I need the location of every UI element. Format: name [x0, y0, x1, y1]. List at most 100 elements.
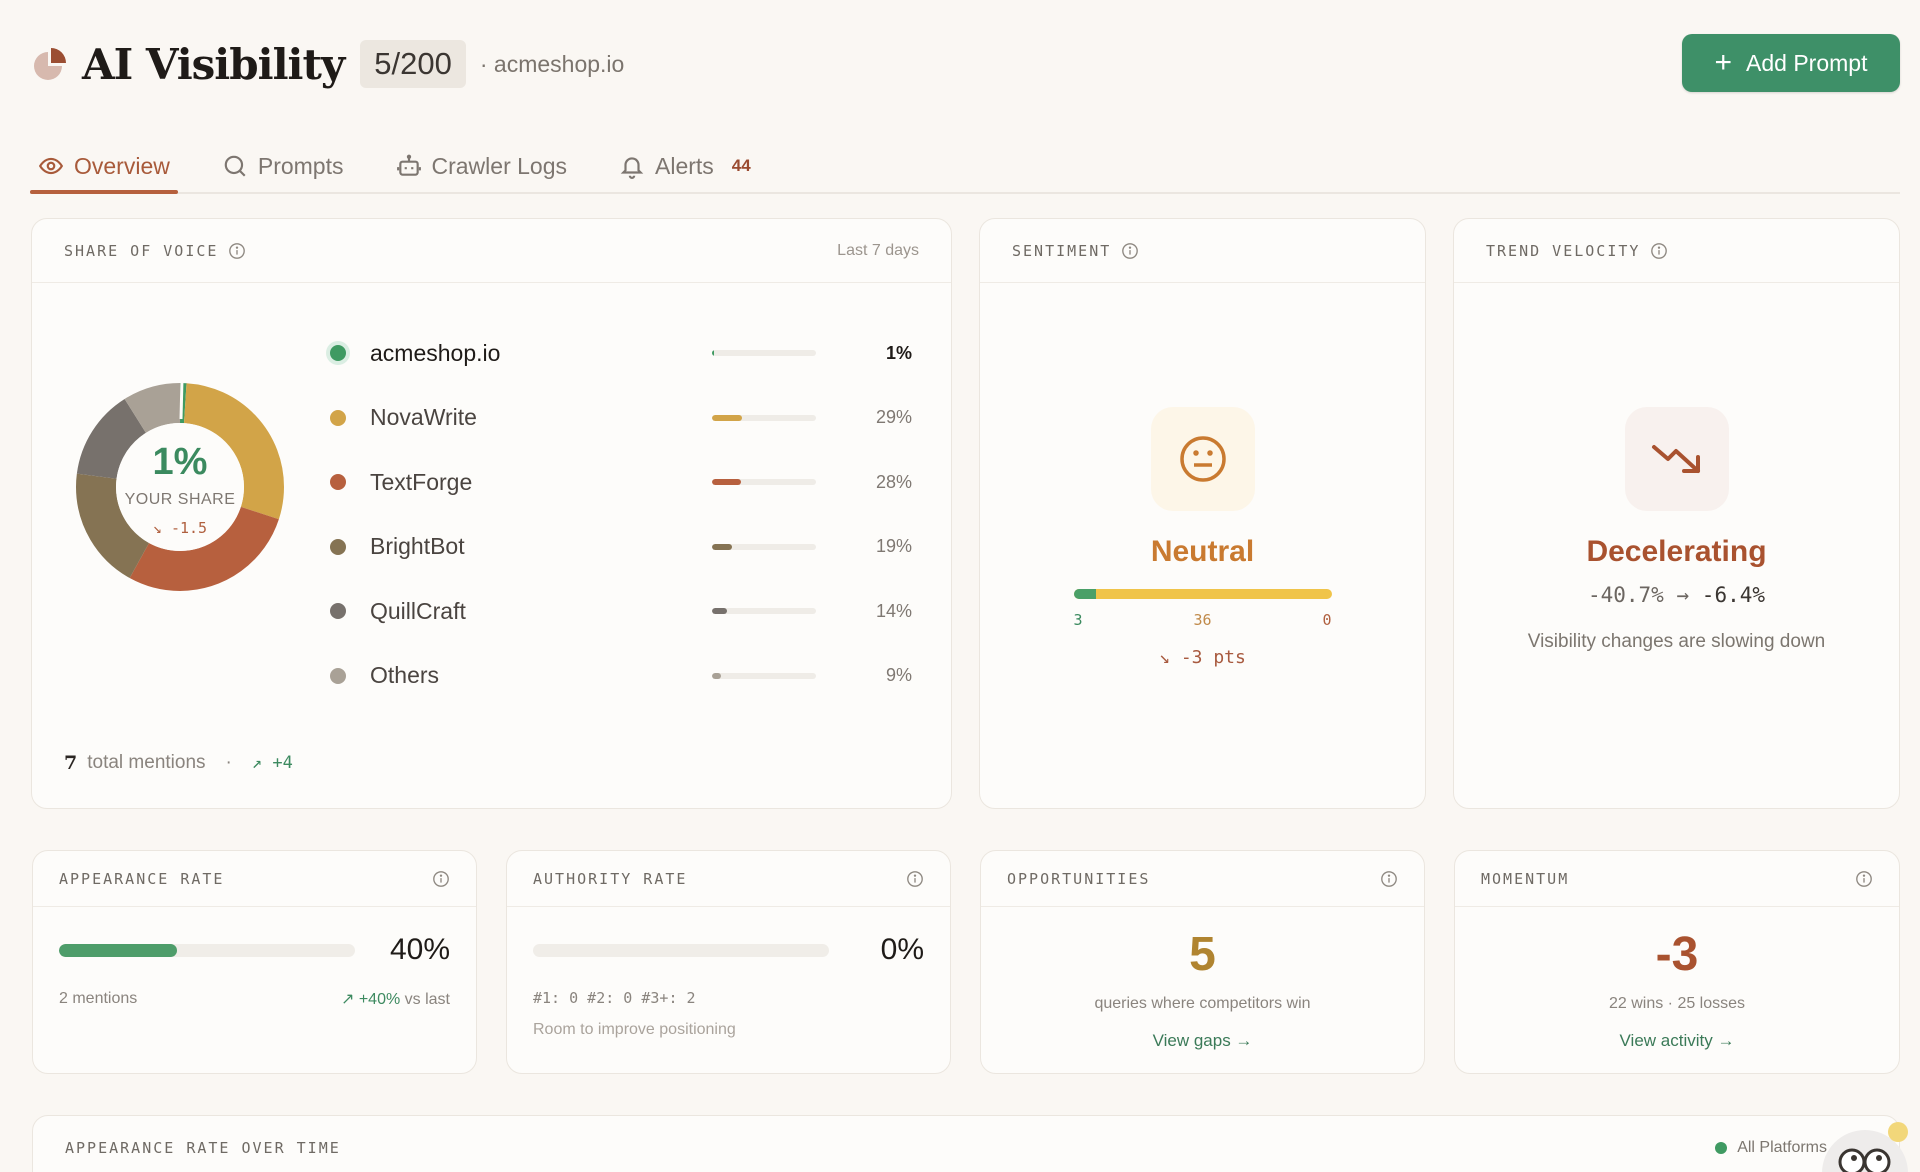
- momentum-card: MOMENTUM -3 22 wins · 25 losses View act…: [1454, 850, 1900, 1074]
- legend-row[interactable]: BrightBot 19%: [324, 515, 912, 580]
- legend-dot: [330, 667, 346, 684]
- legend-pct: 14%: [875, 600, 912, 621]
- bell-icon: [620, 157, 644, 179]
- add-prompt-button[interactable]: + Add Prompt: [1682, 34, 1900, 92]
- sentiment-icon-tile: [1150, 407, 1255, 511]
- authority-progress-bar: [533, 943, 829, 957]
- authority-rate-value: 0%: [880, 933, 924, 966]
- legend-pct: 9%: [885, 665, 912, 686]
- info-icon[interactable]: [228, 242, 246, 260]
- your-share-label: YOUR SHARE: [124, 491, 236, 508]
- opportunities-description: queries where competitors win: [1094, 995, 1311, 1012]
- delta-suffix: vs last: [404, 991, 450, 1008]
- tab-bar: Overview Prompts Crawler Logs Alerts 44: [30, 140, 1900, 194]
- assistant-mascot-button[interactable]: [1822, 1130, 1908, 1172]
- mentions-count: 2 mentions: [59, 990, 138, 1007]
- legend-dot: [330, 345, 346, 362]
- trend-values: -40.7% → -6.4%: [1588, 583, 1765, 607]
- plus-icon: +: [1714, 46, 1733, 79]
- legend-row[interactable]: QuillCraft 14%: [324, 579, 912, 644]
- card-title: TREND VELOCITY: [1486, 241, 1641, 260]
- trend-label: Decelerating: [1586, 535, 1767, 568]
- info-icon[interactable]: [906, 870, 924, 888]
- legend-pct: 28%: [875, 471, 912, 492]
- notification-dot: [1888, 1122, 1908, 1142]
- add-prompt-label: Add Prompt: [1746, 49, 1868, 76]
- legend-row[interactable]: Others 9%: [324, 644, 912, 709]
- total-mentions-label: total mentions: [87, 752, 206, 773]
- legend-row[interactable]: NovaWrite 29%: [324, 386, 912, 451]
- neutral-face-icon: [1179, 436, 1226, 482]
- trend-icon-tile: [1624, 407, 1729, 511]
- platform-filter[interactable]: All Platforms: [1715, 1139, 1827, 1157]
- card-title: AUTHORITY RATE: [533, 869, 688, 888]
- share-of-voice-card: SHARE OF VOICE Last 7 days 1% YOUR SHARE…: [31, 218, 952, 809]
- view-gaps-link[interactable]: View gaps →: [1152, 1031, 1253, 1050]
- sentiment-card: SENTIMENT Neutral 3 36 0 ↘ -3 pts: [979, 218, 1426, 809]
- card-title: APPEARANCE RATE OVER TIME: [65, 1139, 341, 1157]
- robot-icon: [396, 154, 421, 176]
- legend-bar: [712, 350, 816, 357]
- legend-bar: [712, 608, 816, 615]
- sentiment-counts: 3 36 0: [1074, 611, 1332, 629]
- info-icon[interactable]: [1855, 870, 1873, 888]
- trend-to: -6.4%: [1701, 583, 1766, 607]
- sentiment-label: Neutral: [1150, 535, 1255, 568]
- tab-label: Alerts: [655, 152, 714, 179]
- legend-dot: [330, 603, 346, 620]
- legend-bar: [712, 414, 816, 421]
- info-icon[interactable]: [1121, 242, 1139, 260]
- legend-dot: [330, 474, 346, 491]
- pie-chart-icon: [34, 48, 66, 80]
- legend-name: BrightBot: [370, 533, 465, 560]
- period-label: Last 7 days: [837, 241, 919, 259]
- quota-badge: 5/200: [360, 40, 466, 88]
- appearance-rate-card: APPEARANCE RATE 40% 2 mentions ↗ +40% vs…: [32, 850, 477, 1074]
- legend-row[interactable]: acmeshop.io 1%: [324, 321, 912, 386]
- arrow-right-icon: →: [1676, 583, 1690, 607]
- opportunities-card: OPPORTUNITIES 5 queries where competitor…: [980, 850, 1425, 1074]
- tab-alerts[interactable]: Alerts 44: [611, 140, 759, 192]
- negative-count: 0: [1322, 611, 1332, 629]
- tab-label: Overview: [74, 152, 170, 179]
- legend-row[interactable]: TextForge 28%: [324, 450, 912, 515]
- legend-name: Others: [370, 662, 440, 689]
- tab-crawler-logs[interactable]: Crawler Logs: [388, 140, 576, 192]
- eye-icon: [38, 157, 64, 175]
- alerts-count-badge: 44: [731, 156, 751, 175]
- tab-prompts[interactable]: Prompts: [214, 140, 352, 192]
- info-icon[interactable]: [1650, 242, 1668, 260]
- view-activity-link[interactable]: View activity →: [1619, 1031, 1735, 1050]
- sentiment-bar: [1073, 589, 1332, 599]
- search-icon: [224, 155, 246, 177]
- sentiment-delta: ↘ -3 pts: [1159, 647, 1246, 668]
- momentum-description: 22 wins · 25 losses: [1608, 995, 1746, 1012]
- position-breakdown: #1: 0 #2: 0 #3+: 2: [533, 989, 696, 1007]
- total-mentions-delta: ↗ +4: [251, 753, 293, 773]
- separator: ·: [225, 752, 232, 773]
- page-header: AI Visibility 5/200 · acmeshop.io + Add …: [30, 34, 1900, 92]
- appearance-progress-bar: [59, 943, 355, 957]
- donut-svg: [76, 378, 284, 591]
- positive-count: 3: [1073, 611, 1083, 629]
- card-title: SHARE OF VOICE: [64, 241, 219, 260]
- platform-filter-label: All Platforms: [1737, 1139, 1827, 1156]
- appearance-rate-value: 40%: [389, 933, 450, 966]
- legend-bar: [712, 672, 816, 679]
- share-legend: acmeshop.io 1% NovaWrite 29% TextForge 2…: [324, 321, 912, 708]
- info-icon[interactable]: [432, 870, 450, 888]
- tab-overview[interactable]: Overview: [30, 140, 178, 194]
- legend-pct: 29%: [875, 407, 912, 428]
- legend-bar: [712, 479, 816, 486]
- total-mentions-count: 7: [64, 752, 78, 774]
- appearance-delta: ↗ +40%: [340, 991, 401, 1008]
- page-title: AI Visibility: [82, 39, 345, 89]
- card-title: OPPORTUNITIES: [1007, 869, 1151, 888]
- authority-note: Room to improve positioning: [533, 1021, 736, 1038]
- appearance-over-time-card: APPEARANCE RATE OVER TIME All Platforms: [32, 1115, 1900, 1172]
- trending-down-icon: [1651, 445, 1700, 473]
- tab-label: Prompts: [257, 152, 344, 179]
- total-mentions: 7 total mentions · ↗ +4: [64, 752, 293, 774]
- info-icon[interactable]: [1380, 870, 1398, 888]
- trend-description: Visibility changes are slowing down: [1527, 631, 1826, 652]
